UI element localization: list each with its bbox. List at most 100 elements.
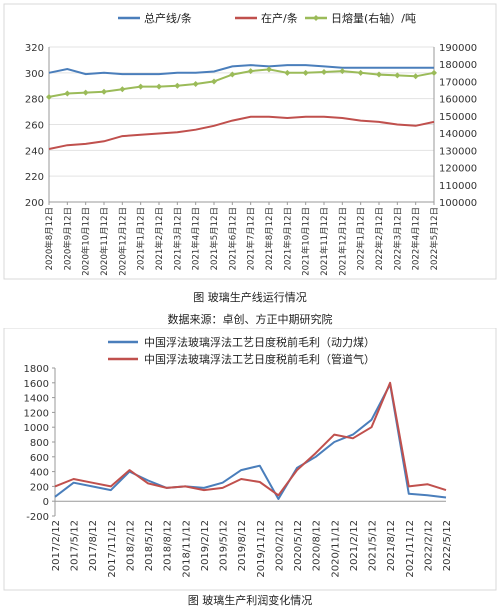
- x-tick-label: 2020/11/12: [330, 520, 341, 578]
- data-point: [174, 82, 181, 89]
- x-tick-label: 2020年9月12日: [62, 207, 73, 270]
- data-point: [339, 68, 346, 75]
- x-tick-label: 2017/5/12: [70, 520, 81, 571]
- y-tick-label: 600: [30, 453, 49, 464]
- x-tick-label: 2021年5月12日: [209, 207, 220, 270]
- x-tick-label: 2018/2/12: [125, 520, 136, 571]
- series-line-1: [54, 383, 447, 500]
- y-right-tick-label: 170000: [439, 77, 477, 88]
- y-tick-label: 400: [30, 468, 49, 479]
- x-tick-label: 2021年2月12日: [154, 207, 165, 270]
- x-tick-label: 2021/8/12: [386, 520, 397, 571]
- y-left-tick-label: 320: [25, 43, 44, 54]
- x-tick-label: 2020年12月12日: [117, 207, 128, 276]
- x-tick-label: 2021年7月12日: [246, 207, 257, 270]
- figure2-caption: 图 玻璃生产利润变化情况: [187, 594, 313, 607]
- x-tick-label: 2020年8月12日: [44, 207, 55, 270]
- data-point: [137, 83, 144, 90]
- legend-label: 日熔量(右轴）/吨: [331, 11, 416, 25]
- legend-label: 在产/条: [261, 11, 298, 25]
- y-right-tick-label: 100000: [439, 198, 477, 209]
- y-tick-label: 1400: [24, 394, 49, 405]
- x-tick-label: 2020/8/12: [312, 520, 323, 571]
- y-tick-label: 1800: [24, 364, 49, 375]
- x-tick-label: 2021年12月12日: [337, 207, 348, 276]
- x-tick-label: 2022年1月12日: [356, 207, 367, 270]
- x-tick-label: 2021年8月12日: [264, 207, 275, 270]
- x-tick-label: 2019/2/12: [200, 520, 211, 571]
- y-tick-label: 1000: [24, 423, 49, 434]
- data-point: [412, 73, 419, 80]
- source-note: 数据来源：卓创、方正中期研究院: [167, 313, 333, 326]
- x-tick-label: 2022年2月12日: [374, 207, 385, 270]
- y-tick-label: 200: [30, 482, 49, 493]
- x-tick-label: 2020/2/12: [274, 520, 285, 571]
- data-point: [82, 89, 89, 96]
- x-tick-label: 2019/11/12: [256, 520, 267, 578]
- x-tick-label: 2021年3月12日: [172, 207, 183, 270]
- series-line-3: [48, 68, 435, 98]
- legend-label: 总产线/条: [144, 11, 192, 25]
- data-point: [247, 68, 254, 75]
- y-right-tick-label: 190000: [439, 43, 477, 54]
- data-point: [229, 71, 236, 78]
- y-tick-label: 1600: [24, 379, 49, 390]
- x-tick-label: 2018/11/12: [181, 520, 192, 578]
- data-point: [101, 88, 107, 95]
- y-right-tick-label: 110000: [439, 181, 477, 192]
- x-tick-label: 2022/5/12: [442, 520, 453, 571]
- x-tick-label: 2017/2/12: [51, 520, 62, 571]
- x-tick-label: 2021年10月12日: [301, 207, 312, 276]
- y-right-tick-label: 160000: [439, 95, 477, 106]
- x-tick-label: 2017/11/12: [107, 520, 118, 578]
- x-tick-label: 2021/2/12: [349, 520, 360, 571]
- data-point: [431, 69, 437, 76]
- x-tick-label: 2020年10月12日: [81, 207, 92, 276]
- y-tick-label: 0: [43, 497, 49, 508]
- data-point: [119, 86, 126, 93]
- legend-label: 中国浮法玻璃浮法工艺日度税前毛利（管道气）: [144, 352, 375, 366]
- data-point: [376, 71, 382, 78]
- y-left-tick-label: 200: [25, 198, 44, 209]
- data-point: [64, 90, 71, 97]
- data-point: [357, 69, 364, 76]
- x-tick-label: 2021/5/12: [368, 520, 379, 571]
- data-point: [266, 66, 272, 73]
- y-tick-label: 800: [30, 438, 49, 449]
- y-right-tick-label: 130000: [439, 146, 477, 157]
- series-line-2: [48, 115, 435, 150]
- x-tick-label: 2022年4月12日: [411, 207, 422, 270]
- x-tick-label: 2022/2/12: [423, 520, 434, 571]
- data-point: [211, 78, 217, 85]
- legend-marker: [313, 15, 319, 21]
- chart-production-lines: 200 220 240 260 280 300 320 100000 110000 120000 1…: [3, 3, 497, 280]
- series-line-2: [54, 381, 447, 497]
- data-point: [46, 93, 52, 100]
- x-tick-label: 2020/5/12: [293, 520, 304, 571]
- data-point: [284, 69, 291, 76]
- x-tick-label: 2018/8/12: [163, 520, 174, 571]
- series-line-1: [48, 64, 434, 76]
- x-tick-label: 2019/8/12: [237, 520, 248, 571]
- x-tick-label: 2022年3月12日: [392, 207, 403, 270]
- data-point: [302, 69, 309, 76]
- x-tick-label: 2021年11月12日: [319, 207, 330, 276]
- chart-glass-profit: -200 0 200 400 600 800 1000 1200 1400 1600 1800 201…: [3, 328, 497, 591]
- x-tick-label: 2021年6月12日: [227, 207, 238, 270]
- x-tick-label: 2017/8/12: [88, 520, 99, 571]
- y-left-tick-label: 260: [25, 121, 44, 132]
- y-right-tick-label: 120000: [439, 164, 477, 175]
- y-tick-label: 1200: [24, 408, 49, 419]
- data-point: [321, 68, 327, 75]
- y-left-tick-label: 240: [25, 146, 44, 157]
- x-tick-label: 2021/11/12: [405, 520, 416, 578]
- y-right-tick-label: 180000: [439, 60, 477, 71]
- legend-label: 中国浮法玻璃浮法工艺日度税前毛利（动力煤）: [144, 335, 375, 349]
- data-point: [394, 72, 401, 79]
- y-left-tick-label: 220: [25, 172, 44, 183]
- x-tick-label: 2019/5/12: [219, 520, 230, 571]
- y-left-tick-label: 300: [25, 69, 44, 80]
- x-tick-label: 2022年5月12日: [429, 207, 440, 270]
- y-tick-label: -200: [26, 512, 49, 523]
- x-tick-label: 2021年9月12日: [282, 207, 293, 270]
